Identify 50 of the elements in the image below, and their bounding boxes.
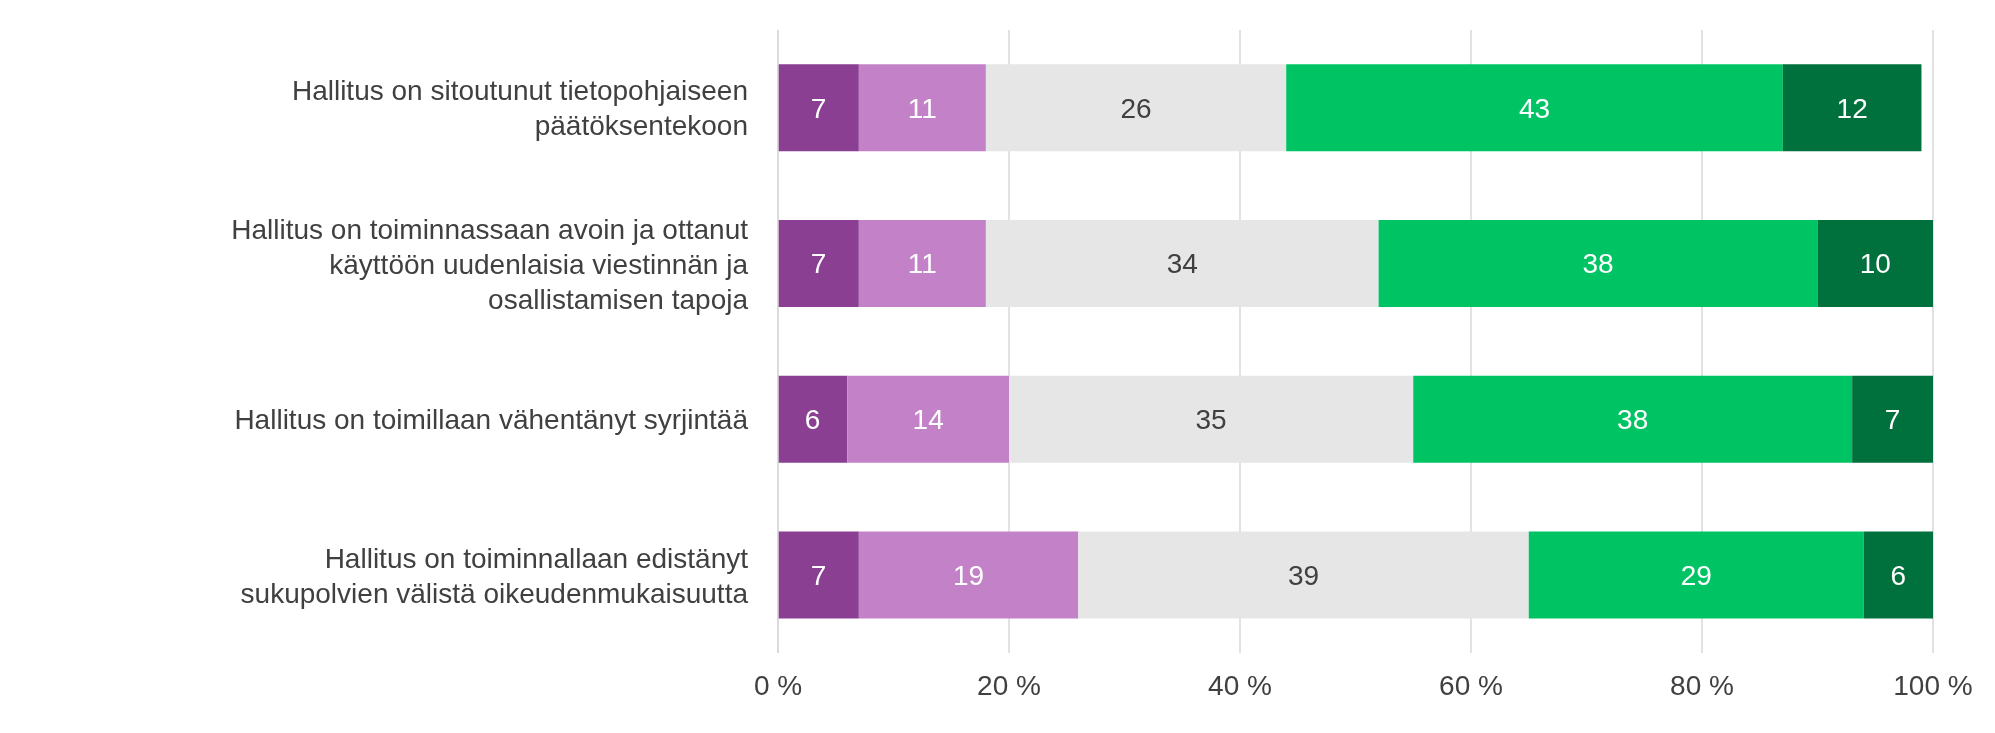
- x-tick-label: 60 %: [1439, 669, 1503, 701]
- y-tick-label: Hallitus on toimillaan vähentänyt syrjintää: [234, 403, 749, 435]
- bar: [1863, 531, 1933, 619]
- bar: [778, 375, 848, 463]
- data-label: 14: [912, 404, 944, 436]
- data-label: 29: [1680, 559, 1712, 591]
- y-tick-label: Hallitus on toiminnallaan edistänyt sukupolvien välistä oikeudenmukaisuutta: [240, 542, 749, 609]
- bar: [985, 64, 1287, 152]
- data-label: 43: [1518, 92, 1551, 124]
- bar: [985, 220, 1379, 308]
- x-tick-label: 100 %: [1893, 669, 1973, 701]
- bar: [778, 220, 859, 308]
- bar: [847, 375, 1009, 463]
- bar: [1286, 64, 1783, 152]
- x-tick-label: 20 %: [977, 669, 1041, 701]
- data-label: 7: [1884, 404, 1901, 436]
- bar: [1413, 375, 1853, 463]
- data-label: 7: [810, 92, 827, 124]
- data-label: 7: [810, 248, 827, 280]
- data-label: 10: [1859, 248, 1891, 280]
- bar: [1528, 531, 1864, 619]
- bar: [1378, 220, 1818, 308]
- bar: [778, 64, 859, 152]
- x-tick-label: 80 %: [1670, 669, 1734, 701]
- data-label: 6: [1890, 559, 1907, 591]
- x-tick-label: 0 %: [753, 669, 803, 701]
- y-tick-label: Hallitus on toiminnassaan avoin ja ottanut käyttöön uudenlaisia viestinnän ja osallistamisen tapoja: [231, 213, 749, 315]
- bar: [1078, 531, 1529, 619]
- bar: [1009, 375, 1414, 463]
- data-label: 39: [1287, 559, 1320, 591]
- data-label: 6: [804, 404, 821, 436]
- bar: [858, 64, 986, 152]
- y-tick-label: Hallitus on sitoutunut tietopohjaiseen päätöksentekoon: [291, 74, 748, 141]
- bar: [778, 531, 859, 619]
- bar: [1852, 375, 1933, 463]
- bar: [1782, 64, 1922, 152]
- bar: [858, 220, 986, 308]
- data-label: 12: [1836, 92, 1868, 124]
- x-tick-label: 40 %: [1208, 669, 1272, 701]
- data-label: 19: [953, 559, 985, 591]
- data-label: 38: [1617, 404, 1649, 436]
- data-label: 34: [1166, 248, 1198, 280]
- data-label: 38: [1582, 248, 1614, 280]
- data-label: 11: [907, 92, 937, 124]
- bar: [1817, 220, 1933, 308]
- bar: [858, 531, 1079, 619]
- data-label: 7: [810, 559, 827, 591]
- data-label: 11: [907, 248, 937, 280]
- data-label: 35: [1195, 404, 1227, 436]
- data-label: 26: [1120, 92, 1152, 124]
